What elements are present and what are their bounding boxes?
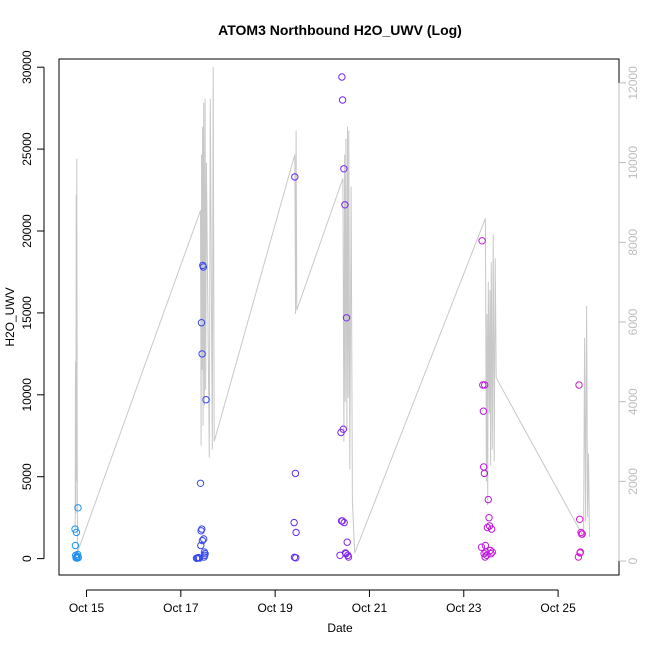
data-point	[488, 548, 496, 556]
data-point	[291, 469, 300, 478]
x-axis: Oct 15 Oct 17 Oct 19 Oct 21 Oct 23 Oct 25	[69, 589, 576, 615]
line-layer	[74, 66, 590, 554]
x-tick-label: Oct 17	[163, 601, 199, 615]
right-y-axis: 0 2000 4000 6000 8000 10000 12000	[618, 66, 640, 564]
data-point	[290, 518, 298, 527]
data-point	[479, 407, 488, 415]
data-point	[478, 237, 486, 245]
data-point	[197, 541, 205, 550]
data-point	[485, 514, 493, 522]
data-point	[198, 536, 207, 545]
data-point	[292, 554, 300, 562]
y-tick-label: 15000	[20, 296, 34, 330]
data-point	[342, 314, 351, 322]
right-y-tick-label: 6000	[626, 308, 640, 335]
y-tick-label: 30000	[20, 50, 34, 84]
data-point	[578, 530, 586, 538]
data-point	[198, 525, 206, 533]
right-y-tick-label: 12000	[626, 66, 640, 100]
data-point	[72, 528, 81, 537]
chart-title: ATOM3 Northbound H2O_UWV (Log)	[218, 22, 462, 38]
data-point	[481, 541, 490, 550]
x-tick-label: Oct 25	[540, 601, 576, 615]
data-point	[486, 546, 494, 555]
plot-frame	[58, 58, 620, 576]
data-point	[197, 319, 206, 327]
data-point	[340, 518, 348, 527]
y-tick-label: 20000	[20, 214, 34, 248]
points-layer	[71, 73, 586, 562]
data-point	[481, 381, 489, 389]
data-point	[338, 96, 347, 104]
x-tick-label: Oct 23	[446, 601, 482, 615]
data-point	[480, 469, 489, 478]
data-point	[481, 553, 489, 561]
data-point	[340, 165, 348, 173]
data-point	[341, 201, 349, 209]
right-y-tick-label: 10000	[626, 146, 640, 180]
series-line-0	[74, 66, 590, 554]
data-point	[484, 495, 492, 504]
data-point	[74, 504, 82, 512]
data-point	[576, 515, 584, 523]
data-point	[483, 523, 492, 532]
x-tick-label: Oct 15	[69, 601, 105, 615]
y-axis: 0 5000 10000 15000 20000 25000 30000	[20, 50, 45, 562]
right-y-tick-label: 8000	[626, 229, 640, 256]
data-point	[575, 381, 583, 389]
data-point	[71, 525, 79, 533]
data-point	[343, 538, 351, 546]
y-tick-label: 25000	[20, 132, 34, 166]
data-point	[201, 551, 209, 559]
data-point	[341, 549, 350, 557]
y-axis-label: H2O_UWV	[3, 287, 17, 346]
right-y-tick-label: 4000	[626, 388, 640, 415]
data-point	[479, 381, 487, 389]
x-axis-label: Date	[327, 621, 353, 635]
data-point	[480, 550, 488, 558]
x-tick-label: Oct 21	[352, 601, 388, 615]
data-point	[200, 535, 208, 543]
data-point	[196, 479, 205, 487]
data-point	[74, 553, 83, 562]
data-point	[71, 541, 80, 550]
data-point	[487, 525, 496, 533]
data-point	[339, 425, 347, 433]
data-point	[199, 263, 208, 271]
x-tick-label: Oct 19	[257, 601, 293, 615]
right-y-tick-label: 2000	[626, 468, 640, 495]
y-tick-label: 0	[20, 555, 34, 562]
data-point	[292, 528, 300, 537]
y-tick-label: 5000	[20, 463, 34, 490]
data-point	[198, 350, 206, 358]
data-point	[576, 549, 584, 557]
data-point	[477, 543, 486, 551]
data-point	[338, 73, 346, 81]
data-point	[202, 396, 210, 404]
data-point	[338, 517, 346, 525]
data-point	[74, 550, 82, 559]
data-point	[291, 173, 299, 181]
right-y-tick-label: 0	[626, 557, 640, 564]
y-tick-label: 10000	[20, 378, 34, 412]
data-point	[574, 553, 583, 561]
